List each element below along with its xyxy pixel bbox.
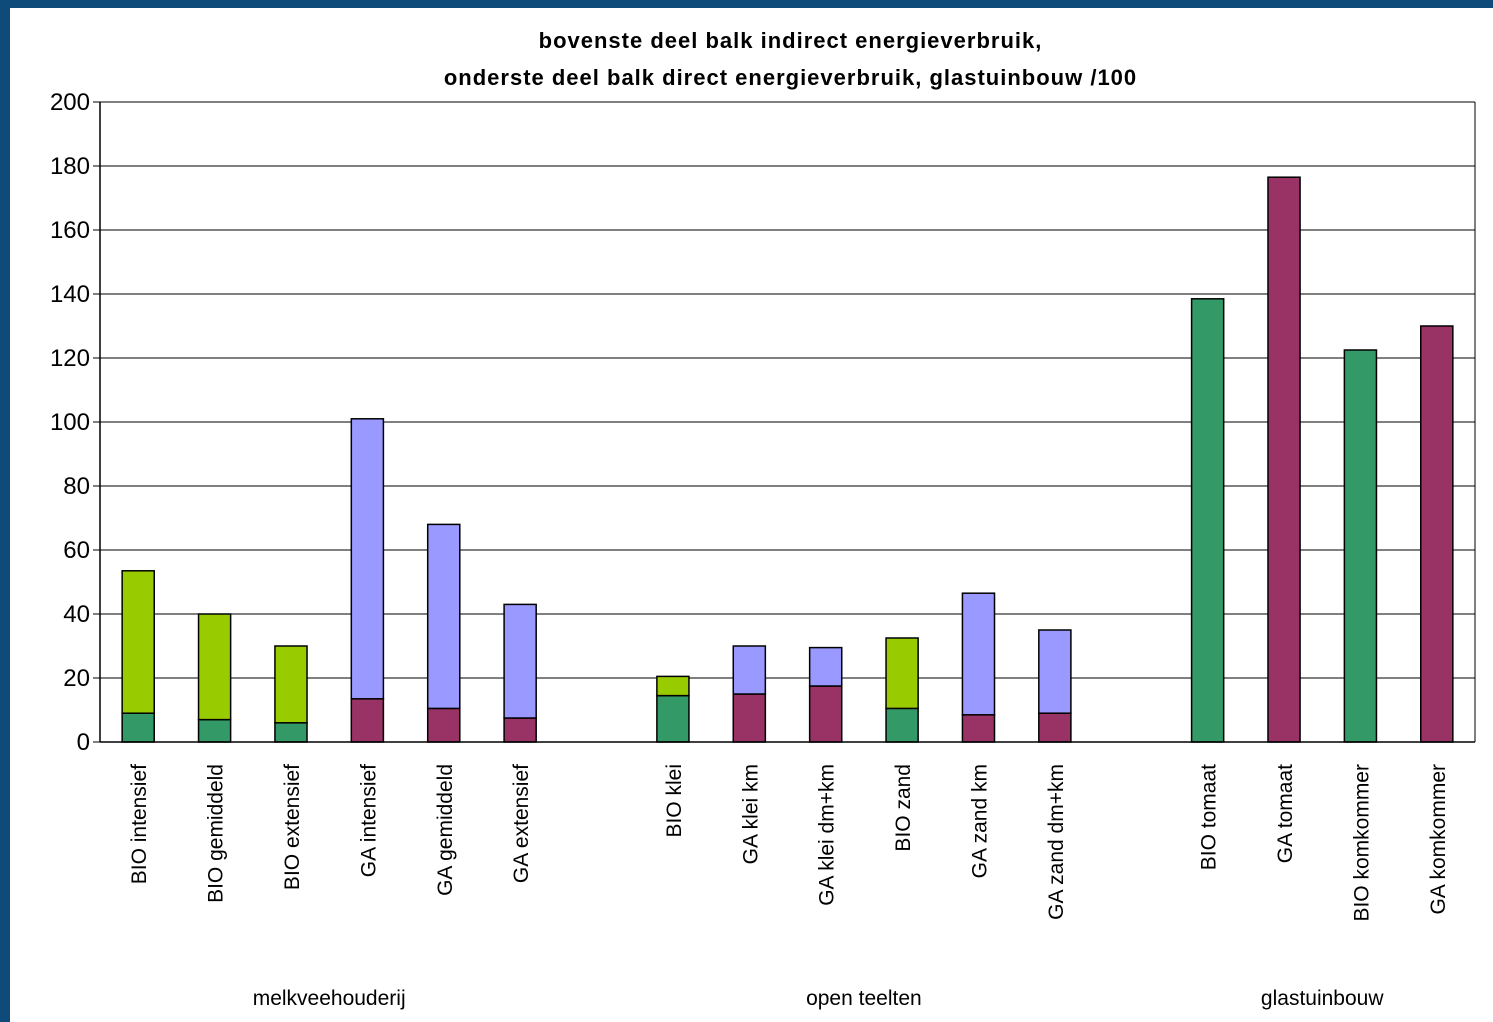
bar-direct: [503, 717, 537, 743]
bar-indirect: [961, 592, 996, 716]
y-tick-label: 200: [50, 89, 90, 116]
bar-direct: [1343, 349, 1378, 743]
x-category-label: GA intensief: [357, 764, 380, 877]
bar-direct: [656, 694, 690, 743]
chart-svg: bovenste deel balk indirect energieverbr…: [50, 28, 1476, 1010]
y-tick-label: 100: [50, 409, 90, 436]
y-tick-label: 160: [50, 217, 90, 244]
bar-direct: [1038, 712, 1072, 743]
x-group-label: open teelten: [806, 987, 922, 1010]
y-tick-label: 60: [63, 537, 90, 564]
x-category-label: BIO extensief: [281, 764, 304, 890]
bar-indirect: [808, 646, 843, 687]
x-category-label: GA klei km: [739, 764, 762, 864]
y-tick-label: 180: [50, 153, 90, 180]
x-category-label: GA klei dm+km: [816, 764, 839, 906]
bar-direct: [1420, 325, 1454, 743]
x-category-label: BIO komkommer: [1350, 764, 1373, 922]
y-tick-label: 120: [50, 345, 90, 372]
bar-indirect: [121, 570, 155, 714]
grid-lines: [100, 101, 1475, 743]
x-category-label: GA gemiddeld: [434, 764, 457, 896]
y-tick-label: 80: [63, 473, 90, 500]
chart-title-line: bovenste deel balk indirect energieverbr…: [539, 28, 1043, 53]
x-group-label: melkveehouderij: [253, 987, 406, 1010]
bar-direct: [1190, 298, 1225, 743]
bar-indirect: [426, 523, 461, 710]
x-category-label: BIO intensief: [128, 764, 151, 884]
y-tick-label: 40: [63, 601, 90, 628]
x-category-label: BIO gemiddeld: [205, 764, 228, 903]
x-category-label: BIO klei: [663, 764, 686, 838]
bars: [121, 176, 1454, 743]
bar-direct: [350, 698, 385, 743]
bar-indirect: [732, 645, 767, 695]
bar-indirect: [503, 603, 537, 719]
bar-direct: [885, 707, 919, 743]
x-category-label: GA komkommer: [1427, 764, 1450, 915]
chart-title: bovenste deel balk indirect energieverbr…: [444, 28, 1137, 90]
bar-direct: [274, 722, 308, 743]
x-category-label: GA tomaat: [1274, 764, 1297, 863]
bar-indirect: [1038, 629, 1072, 714]
bar-direct: [1267, 176, 1301, 743]
x-category-label: BIO zand: [892, 764, 915, 852]
x-category-label: GA zand km: [968, 764, 991, 878]
bar-indirect: [350, 418, 385, 700]
x-category-label: GA extensief: [510, 764, 533, 883]
bar-direct: [121, 712, 155, 743]
bar-direct: [961, 714, 996, 743]
bar-indirect: [274, 645, 308, 724]
x-group-label: glastuinbouw: [1261, 987, 1384, 1010]
y-tick-label: 0: [77, 729, 90, 756]
axes: [93, 101, 1476, 743]
y-tick-label: 140: [50, 281, 90, 308]
bar-indirect: [656, 675, 690, 697]
axis-labels: 0 20 40 60 80 100 120 140 160 180 200 BIO intensief…: [50, 89, 1450, 1010]
chart-frame: bovenste deel balk indirect energieverbr…: [10, 8, 1493, 1022]
bar-direct: [732, 693, 767, 743]
x-category-label: GA zand dm+km: [1045, 764, 1068, 920]
bar-direct: [426, 707, 461, 743]
bar-indirect: [197, 613, 232, 721]
y-tick-label: 20: [63, 665, 90, 692]
chart-title-line: onderste deel balk direct energieverbrui…: [444, 65, 1137, 90]
bar-direct: [808, 685, 843, 743]
x-category-label: BIO tomaat: [1198, 764, 1221, 870]
bar-direct: [197, 718, 232, 743]
bar-indirect: [885, 637, 919, 710]
